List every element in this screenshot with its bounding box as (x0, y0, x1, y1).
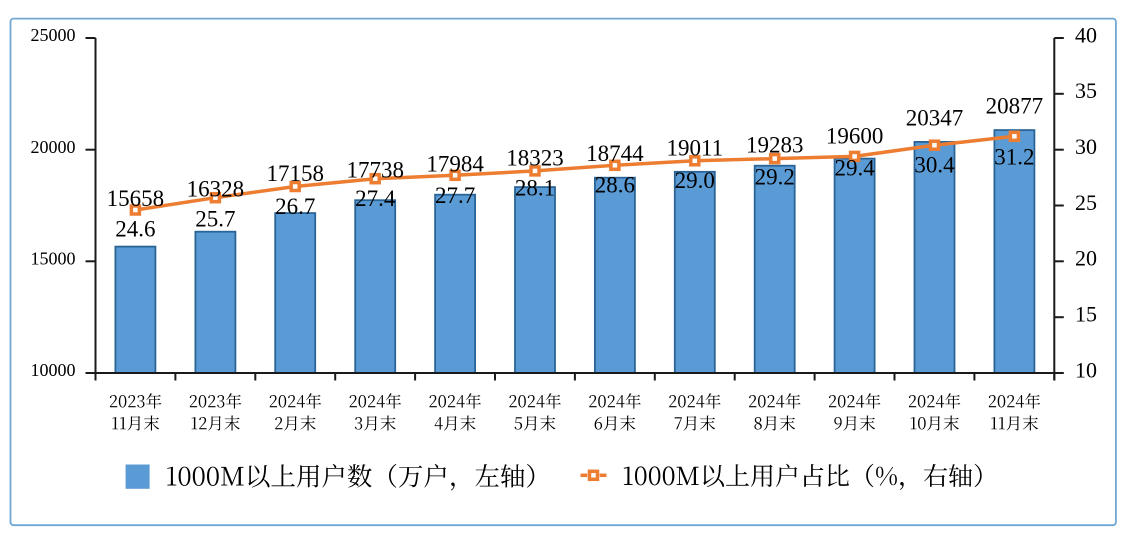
svg-text:20347: 20347 (906, 106, 964, 131)
svg-text:28.1: 28.1 (515, 175, 555, 200)
svg-text:30.4: 30.4 (914, 152, 955, 177)
svg-text:40: 40 (1075, 22, 1097, 47)
svg-text:19283: 19283 (746, 132, 804, 157)
svg-text:27.4: 27.4 (355, 186, 396, 211)
svg-text:20877: 20877 (986, 93, 1044, 118)
svg-text:28.6: 28.6 (595, 172, 635, 197)
svg-text:17984: 17984 (426, 152, 484, 177)
svg-text:27.7: 27.7 (435, 183, 475, 208)
svg-text:17158: 17158 (266, 161, 324, 186)
svg-text:24.6: 24.6 (115, 217, 155, 242)
svg-text:25.7: 25.7 (195, 207, 235, 232)
svg-text:18323: 18323 (506, 146, 564, 171)
svg-text:17738: 17738 (346, 158, 404, 183)
svg-text:30: 30 (1075, 134, 1097, 159)
svg-text:16328: 16328 (187, 176, 245, 201)
svg-text:15: 15 (1075, 302, 1097, 327)
svg-text:35: 35 (1075, 78, 1097, 103)
svg-text:19600: 19600 (826, 124, 884, 149)
svg-text:10000: 10000 (31, 360, 76, 380)
svg-text:15658: 15658 (107, 186, 165, 211)
svg-text:25000: 25000 (31, 25, 76, 45)
svg-text:20000: 20000 (31, 137, 76, 157)
svg-text:29.4: 29.4 (834, 155, 875, 180)
svg-text:15000: 15000 (31, 248, 76, 268)
svg-text:29.0: 29.0 (675, 168, 715, 193)
svg-text:31.2: 31.2 (994, 145, 1034, 170)
svg-text:20: 20 (1075, 246, 1097, 271)
svg-text:18744: 18744 (586, 141, 644, 166)
svg-text:29.2: 29.2 (755, 165, 795, 190)
svg-text:25: 25 (1075, 190, 1097, 215)
svg-text:19011: 19011 (666, 135, 723, 160)
svg-text:10: 10 (1075, 357, 1097, 382)
svg-text:26.7: 26.7 (275, 194, 315, 219)
